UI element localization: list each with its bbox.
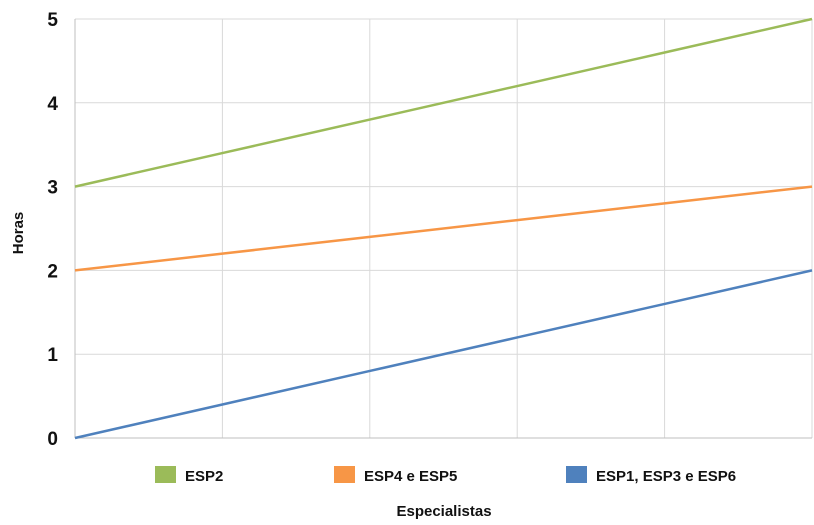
x-axis-title: Especialistas xyxy=(396,503,491,520)
y-tick-label: 3 xyxy=(47,178,58,199)
legend-label-2: ESP4 e ESP5 xyxy=(364,468,457,485)
y-tick-label: 5 xyxy=(47,10,58,31)
y-tick-label: 2 xyxy=(47,261,58,282)
legend-label-3: ESP1, ESP3 e ESP6 xyxy=(596,468,736,485)
axes xyxy=(74,19,812,439)
y-tick-label: 0 xyxy=(47,429,58,450)
series-line-2 xyxy=(74,185,813,272)
legend-swatch-2 xyxy=(334,466,355,483)
legend-swatch-1 xyxy=(155,466,176,483)
series-line-3 xyxy=(74,269,813,440)
legend-label-1: ESP2 xyxy=(185,468,223,485)
y-tick-labels: 0 1 2 3 4 5 xyxy=(47,10,58,450)
y-axis-title: Horas xyxy=(10,212,27,255)
series-line-1 xyxy=(74,17,813,188)
y-tick-label: 1 xyxy=(47,345,58,366)
grid xyxy=(75,18,813,438)
legend-swatch-3 xyxy=(566,466,587,483)
series-lines xyxy=(74,17,813,440)
legend: ESP2 ESP4 e ESP5 ESP1, ESP3 e ESP6 xyxy=(155,466,736,485)
y-tick-label: 4 xyxy=(47,94,58,115)
